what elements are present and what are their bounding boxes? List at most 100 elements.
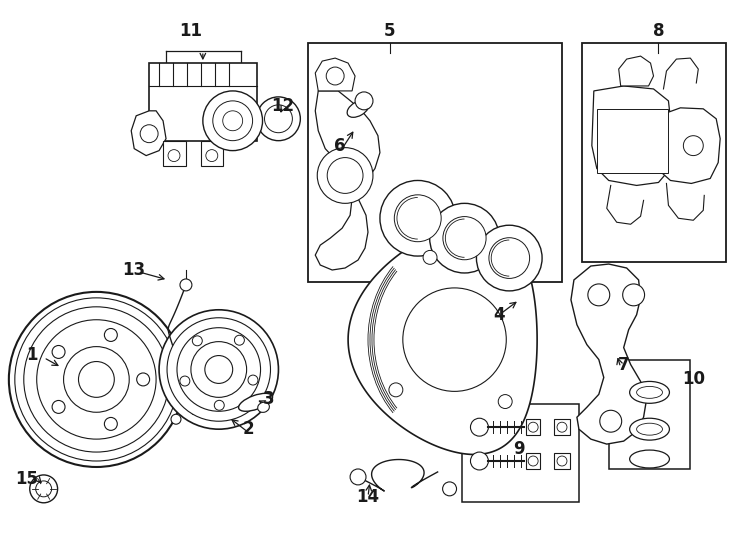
Circle shape <box>79 361 115 397</box>
Text: 5: 5 <box>384 22 396 40</box>
Circle shape <box>37 320 156 439</box>
Ellipse shape <box>636 423 663 435</box>
Text: 9: 9 <box>513 440 525 458</box>
Polygon shape <box>316 58 355 91</box>
Bar <box>526 453 540 469</box>
Ellipse shape <box>630 381 669 403</box>
Circle shape <box>403 288 506 392</box>
Circle shape <box>326 67 344 85</box>
Ellipse shape <box>630 418 669 440</box>
Text: 11: 11 <box>179 22 203 40</box>
Circle shape <box>191 342 247 397</box>
Text: 12: 12 <box>271 97 294 115</box>
Bar <box>597 109 669 173</box>
Circle shape <box>317 147 373 204</box>
Circle shape <box>588 284 610 306</box>
Polygon shape <box>163 140 186 166</box>
Ellipse shape <box>636 387 663 399</box>
Circle shape <box>140 125 158 143</box>
Circle shape <box>350 469 366 485</box>
Circle shape <box>622 284 644 306</box>
Circle shape <box>528 456 538 466</box>
Text: 4: 4 <box>493 306 505 324</box>
Polygon shape <box>201 140 222 166</box>
Circle shape <box>23 307 169 452</box>
Circle shape <box>498 395 512 408</box>
Circle shape <box>9 292 184 467</box>
Ellipse shape <box>347 100 369 117</box>
Circle shape <box>213 101 252 140</box>
Circle shape <box>248 375 258 385</box>
Circle shape <box>15 298 178 461</box>
Text: 6: 6 <box>335 137 346 154</box>
Text: 14: 14 <box>357 488 379 506</box>
Text: 3: 3 <box>263 390 275 408</box>
Text: 7: 7 <box>618 355 630 374</box>
Text: 1: 1 <box>26 346 37 363</box>
Circle shape <box>443 482 457 496</box>
Bar <box>526 419 540 435</box>
Circle shape <box>476 225 542 291</box>
Bar <box>308 43 562 282</box>
Circle shape <box>137 373 150 386</box>
Polygon shape <box>348 225 537 455</box>
Ellipse shape <box>630 450 669 468</box>
Text: 15: 15 <box>15 470 38 488</box>
Circle shape <box>52 401 65 414</box>
Polygon shape <box>425 304 484 375</box>
Polygon shape <box>571 264 647 444</box>
Circle shape <box>171 414 181 424</box>
Polygon shape <box>131 111 166 156</box>
Polygon shape <box>316 91 380 270</box>
Circle shape <box>380 180 456 256</box>
Polygon shape <box>619 56 653 86</box>
Circle shape <box>168 150 180 161</box>
Circle shape <box>222 111 243 131</box>
Circle shape <box>423 251 437 265</box>
Circle shape <box>205 355 233 383</box>
Circle shape <box>327 158 363 193</box>
Circle shape <box>104 328 117 341</box>
Text: 2: 2 <box>243 420 255 438</box>
Circle shape <box>264 105 292 133</box>
Bar <box>582 43 726 262</box>
Circle shape <box>52 346 65 359</box>
Ellipse shape <box>258 402 269 413</box>
Circle shape <box>206 150 218 161</box>
Bar <box>554 419 570 435</box>
Ellipse shape <box>239 393 272 411</box>
Circle shape <box>257 97 300 140</box>
Circle shape <box>600 410 622 432</box>
Circle shape <box>180 279 192 291</box>
Circle shape <box>557 422 567 432</box>
Circle shape <box>355 92 373 110</box>
Polygon shape <box>592 86 673 185</box>
Bar <box>149 63 257 140</box>
Circle shape <box>36 481 51 497</box>
Bar <box>462 404 579 502</box>
Circle shape <box>443 217 486 260</box>
Circle shape <box>180 376 190 386</box>
Circle shape <box>159 310 278 429</box>
Bar <box>554 453 570 469</box>
Circle shape <box>489 238 530 279</box>
Circle shape <box>192 336 203 346</box>
Text: 13: 13 <box>123 261 146 279</box>
Circle shape <box>167 318 271 421</box>
Circle shape <box>214 400 225 410</box>
Circle shape <box>64 347 129 412</box>
Text: 10: 10 <box>682 370 705 388</box>
Bar <box>608 360 691 469</box>
Polygon shape <box>656 108 720 184</box>
Circle shape <box>394 195 441 242</box>
Circle shape <box>429 204 499 273</box>
Circle shape <box>470 452 488 470</box>
Circle shape <box>557 456 567 466</box>
Circle shape <box>177 328 261 411</box>
Circle shape <box>234 335 244 345</box>
Circle shape <box>528 422 538 432</box>
Circle shape <box>389 383 403 397</box>
Circle shape <box>470 418 488 436</box>
Circle shape <box>104 417 117 430</box>
Circle shape <box>683 136 703 156</box>
